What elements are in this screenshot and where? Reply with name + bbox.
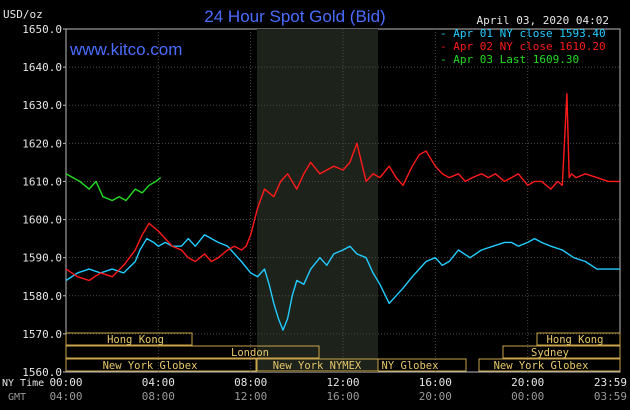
gmt-label: GMT bbox=[8, 392, 26, 403]
session-bar bbox=[377, 358, 467, 372]
series-lines bbox=[65, 93, 620, 331]
series-line-1 bbox=[65, 234, 620, 331]
y-tick-label: 1570.0 bbox=[22, 328, 62, 341]
legend-entry: - Apr 02 NY close 1610.20 bbox=[440, 40, 606, 53]
session-label: London bbox=[231, 347, 269, 359]
session-bar bbox=[502, 345, 621, 359]
y-tick-label: 1560.0 bbox=[22, 366, 62, 379]
y-tick-label: 1590.0 bbox=[22, 252, 62, 265]
session-bar bbox=[65, 358, 257, 372]
x-tick-label-ny: 23:59 bbox=[594, 376, 627, 389]
legend-entry: - Apr 01 NY close 1593.40 bbox=[440, 27, 606, 40]
y-axis-ticks: 1650.0 1640.0 1630.0 1620.0 1610.0 1600.0 1590… bbox=[22, 23, 66, 379]
x-tick-label-ny: 00:00 bbox=[49, 376, 82, 389]
session-bar bbox=[65, 332, 193, 346]
x-tick-label-ny: 08:00 bbox=[234, 376, 267, 389]
y-tick-label: 1580.0 bbox=[22, 290, 62, 303]
session-label: NY Globex bbox=[382, 360, 439, 372]
x-tick-label-gmt: 00:00 bbox=[511, 390, 544, 403]
x-axis-ticks: 00:0004:0004:0008:0008:0012:0012:0016:00… bbox=[49, 376, 627, 403]
series-line-3 bbox=[65, 173, 162, 202]
x-tick-label-gmt: 16:00 bbox=[326, 390, 359, 403]
x-tick-label-gmt: 08:00 bbox=[142, 390, 175, 403]
ny-time-label: NY Time bbox=[2, 378, 44, 389]
date-label: April 03, 2020 04:02 bbox=[477, 14, 609, 27]
x-tick-label-ny: 16:00 bbox=[419, 376, 452, 389]
x-tick-label-ny: 20:00 bbox=[511, 376, 544, 389]
y-tick-label: 1600.0 bbox=[22, 214, 62, 227]
chart-title: 24 Hour Spot Gold (Bid) bbox=[204, 7, 385, 26]
x-tick-label-gmt: 04:00 bbox=[49, 390, 82, 403]
session-label: New York NYMEX bbox=[273, 360, 362, 372]
series-line-2 bbox=[65, 93, 620, 282]
y-tick-label: 1620.0 bbox=[22, 137, 62, 150]
session-label: New York Globex bbox=[103, 360, 198, 372]
nymex-session-highlight bbox=[257, 29, 378, 372]
website-watermark: www.kitco.com bbox=[69, 40, 182, 59]
x-tick-label-gmt: 03:59 bbox=[594, 390, 627, 403]
session-bar bbox=[65, 345, 320, 359]
session-label: Hong Kong bbox=[107, 334, 164, 346]
session-bars: Hong Kong London New York Globex New York N… bbox=[65, 332, 621, 372]
grid-lines bbox=[66, 29, 620, 372]
session-label: Sydney bbox=[531, 347, 569, 359]
y-tick-label: 1650.0 bbox=[22, 23, 62, 36]
y-unit-label: USD/oz bbox=[3, 8, 43, 21]
session-bar bbox=[536, 332, 621, 346]
legend: - Apr 01 NY close 1593.40- Apr 02 NY clo… bbox=[440, 27, 606, 66]
legend-entry: - Apr 03 Last 1609.30 bbox=[440, 53, 579, 66]
x-tick-label-gmt: 20:00 bbox=[419, 390, 452, 403]
x-tick-label-gmt: 12:00 bbox=[234, 390, 267, 403]
session-bar bbox=[478, 358, 621, 372]
x-tick-label-ny: 04:00 bbox=[142, 376, 175, 389]
session-label: New York Globex bbox=[494, 360, 589, 372]
y-tick-label: 1630.0 bbox=[22, 99, 62, 112]
plot-area: www.kitco.com - Apr 01 NY close 1593.40-… bbox=[65, 27, 621, 373]
y-tick-label: 1610.0 bbox=[22, 175, 62, 188]
x-tick-label-ny: 12:00 bbox=[326, 376, 359, 389]
y-tick-label: 1640.0 bbox=[22, 61, 62, 74]
session-label: Hong Kong bbox=[547, 334, 604, 346]
